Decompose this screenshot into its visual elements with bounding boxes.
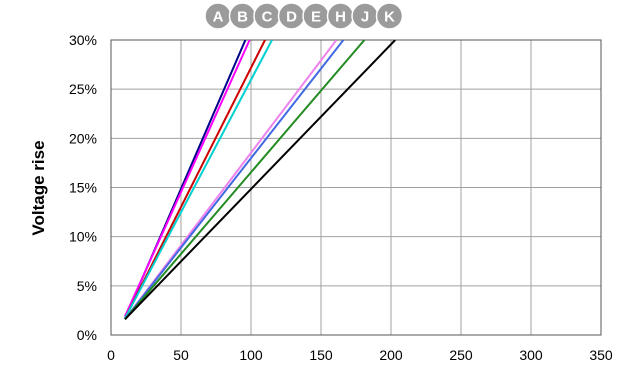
y-tick-label-2: 10%: [69, 229, 97, 245]
y-tick-label-0: 0%: [77, 327, 97, 343]
x-tick-label-2: 100: [239, 347, 263, 363]
legend-badge-J: J: [351, 2, 379, 30]
series-line-3: [124, 40, 266, 319]
grid: [110, 39, 602, 336]
x-tick-label-4: 200: [379, 347, 403, 363]
svg-text:E: E: [311, 9, 321, 26]
tick-labels: 0 50 100 150 200 250 300 350 0% 5% 10% 15% 20% 25% 30%: [69, 32, 613, 363]
legend-badge-B: B: [228, 2, 257, 30]
y-tick-label-1: 5%: [77, 278, 97, 294]
y-tick-label-4: 20%: [69, 130, 97, 146]
x-tick-label-7: 350: [589, 347, 613, 363]
svg-text:J: J: [361, 9, 369, 26]
legend-badge-H: H: [326, 2, 355, 30]
legend-badge-C: C: [253, 2, 281, 30]
legend-badge-A: A: [204, 2, 232, 30]
series-lines: [124, 40, 396, 320]
series-line-8: [124, 40, 396, 320]
x-tick-label-1: 50: [173, 347, 189, 363]
svg-text:H: H: [335, 9, 346, 26]
y-axis-label: Voltage rise: [29, 140, 48, 235]
series-line-6: [124, 40, 345, 320]
svg-text:K: K: [384, 9, 395, 26]
legend-badge-E: E: [302, 2, 330, 30]
plot-area-border: [110, 39, 602, 336]
x-tick-label-5: 250: [449, 347, 473, 363]
svg-text:C: C: [262, 9, 273, 26]
y-tick-label-6: 30%: [69, 32, 97, 48]
x-tick-label-0: 0: [107, 347, 115, 363]
legend-badge-K: K: [375, 2, 404, 30]
series-line-4: [124, 40, 273, 319]
x-tick-label-6: 300: [519, 347, 543, 363]
svg-text:B: B: [237, 9, 248, 26]
series-line-2: [124, 40, 251, 317]
svg-text:D: D: [286, 9, 297, 26]
svg-text:A: A: [213, 9, 224, 26]
series-line-7: [124, 40, 366, 320]
y-tick-label-3: 15%: [69, 180, 97, 196]
y-tick-label-5: 25%: [69, 81, 97, 97]
legend-badge-D: D: [277, 2, 306, 30]
x-tick-label-3: 150: [309, 347, 333, 363]
